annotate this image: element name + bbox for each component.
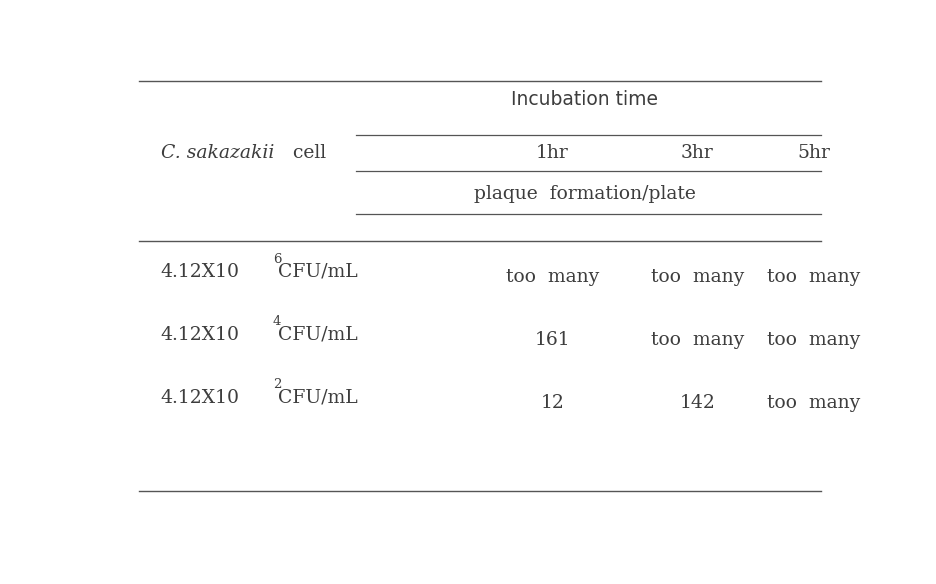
Text: C. sakazakii: C. sakazakii bbox=[161, 144, 274, 162]
Text: too  many: too many bbox=[767, 268, 860, 286]
Text: 5hr: 5hr bbox=[797, 144, 830, 162]
Text: 12: 12 bbox=[540, 394, 564, 412]
Text: CFU/mL: CFU/mL bbox=[278, 326, 358, 344]
Text: 161: 161 bbox=[534, 331, 570, 349]
Text: too  many: too many bbox=[651, 331, 744, 349]
Text: 1hr: 1hr bbox=[536, 144, 568, 162]
Text: 4: 4 bbox=[273, 315, 282, 328]
Text: too  many: too many bbox=[767, 331, 860, 349]
Text: plaque  formation/plate: plaque formation/plate bbox=[474, 185, 695, 203]
Text: 4.12X10: 4.12X10 bbox=[161, 326, 240, 344]
Text: CFU/mL: CFU/mL bbox=[278, 389, 358, 407]
Text: cell: cell bbox=[287, 144, 327, 162]
Text: 6: 6 bbox=[273, 252, 282, 266]
Text: 3hr: 3hr bbox=[681, 144, 713, 162]
Text: 142: 142 bbox=[680, 394, 715, 412]
Text: too  many: too many bbox=[651, 268, 744, 286]
Text: too  many: too many bbox=[505, 268, 599, 286]
Text: 2: 2 bbox=[273, 378, 282, 391]
Text: 4.12X10: 4.12X10 bbox=[161, 389, 240, 407]
Text: Incubation time: Incubation time bbox=[511, 90, 658, 109]
Text: 4.12X10: 4.12X10 bbox=[161, 263, 240, 281]
Text: too  many: too many bbox=[767, 394, 860, 412]
Text: CFU/mL: CFU/mL bbox=[278, 263, 358, 281]
